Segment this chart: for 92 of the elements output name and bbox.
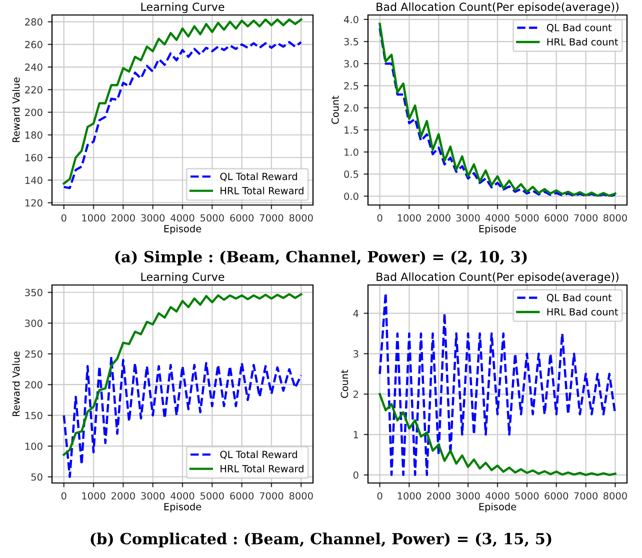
x-tick-label: 2000 xyxy=(112,214,135,222)
x-tick-label: 7000 xyxy=(260,214,284,222)
y-tick-label: 0.5 xyxy=(344,170,358,178)
y-tick-label: 180 xyxy=(25,131,42,139)
x-tick-label: 0 xyxy=(61,492,66,500)
text: (b) Complicated : (Beam, Channel, Power) = (3, 15, 5) xyxy=(90,532,552,548)
y-tick-label: 220 xyxy=(25,86,42,94)
x-tick-label: 6000 xyxy=(230,214,254,222)
legend-label: QL Bad count xyxy=(546,24,612,32)
y-tick-label: 160 xyxy=(25,154,42,162)
x-tick-label: 3000 xyxy=(456,492,480,500)
y-tick-label: 300 xyxy=(25,320,42,327)
y-tick-label: 4.0 xyxy=(344,16,358,24)
legend-label: HRL Total Reward xyxy=(220,186,304,194)
x-axis-title: Episode xyxy=(164,224,202,234)
y-tick-label: 200 xyxy=(25,108,42,116)
y-tick-label: 2.0 xyxy=(344,104,358,112)
y-tick-label: 120 xyxy=(25,199,42,207)
x-tick-label: 0 xyxy=(377,492,382,500)
y-tick-label: 2 xyxy=(354,390,358,398)
line-series xyxy=(62,356,302,478)
x-tick-label: 4000 xyxy=(486,214,510,222)
y-tick-label: 280 xyxy=(25,18,42,26)
legend-label: QL Bad count xyxy=(546,294,612,302)
y-tick-label: 150 xyxy=(25,412,42,420)
text: (a) Simple : (Beam, Channel, Power) = (2, 10, 3) xyxy=(115,250,527,266)
chart-title: Bad Allocation Count(Per episode(average)) xyxy=(376,2,618,14)
y-tick-label: 250 xyxy=(25,350,42,358)
y-tick-label: 3.5 xyxy=(344,38,358,46)
legend-label: HRL Total Reward xyxy=(220,464,304,472)
x-tick-label: 4000 xyxy=(486,492,510,500)
x-tick-label: 1000 xyxy=(82,214,106,222)
x-tick-label: 6000 xyxy=(544,214,568,222)
x-tick-label: 5000 xyxy=(515,214,539,222)
y-tick-label: 4 xyxy=(353,310,358,317)
x-tick-label: 8000 xyxy=(289,214,313,222)
x-tick-label: 3000 xyxy=(456,214,480,222)
x-axis-title: Episode xyxy=(479,502,516,512)
x-tick-label: 8000 xyxy=(289,492,313,500)
x-tick-label: 1000 xyxy=(82,492,106,500)
x-tick-label: 3000 xyxy=(141,214,165,222)
y-tick-label: 50 xyxy=(31,473,42,481)
line-series xyxy=(62,18,302,185)
legend-label: QL Total Reward xyxy=(220,450,297,460)
x-tick-label: 4000 xyxy=(170,492,194,500)
x-axis-title: Episode xyxy=(479,224,516,234)
x-tick-label: 6000 xyxy=(544,492,568,500)
y-tick-label: 1 xyxy=(354,431,358,438)
legend-label: QL Total Reward xyxy=(220,172,297,182)
x-tick-label: 7000 xyxy=(260,492,284,500)
x-tick-label: 5000 xyxy=(200,214,224,222)
line-series xyxy=(378,292,616,476)
chart-title: Learning Curve xyxy=(141,2,224,14)
y-tick-label: 140 xyxy=(25,176,42,184)
y-axis-title: Reward Value xyxy=(12,352,20,416)
x-tick-label: 5000 xyxy=(515,492,539,500)
x-tick-label: 2000 xyxy=(112,492,135,500)
x-tick-label: 8000 xyxy=(604,492,627,500)
x-tick-label: 8000 xyxy=(604,214,627,222)
x-tick-label: 2000 xyxy=(426,214,450,222)
x-tick-label: 0 xyxy=(61,214,66,222)
y-tick-label: 0 xyxy=(353,471,358,479)
x-tick-label: 0 xyxy=(377,214,382,222)
y-axis-title: Count xyxy=(340,370,348,398)
y-tick-label: 0.0 xyxy=(344,192,358,200)
x-tick-label: 7000 xyxy=(574,214,598,222)
chart-title: Learning Curve xyxy=(141,272,224,284)
legend-label: HRL Bad count xyxy=(547,308,618,316)
x-tick-label: 1000 xyxy=(398,214,421,222)
y-tick-label: 240 xyxy=(25,64,42,71)
x-tick-label: 5000 xyxy=(200,492,224,500)
x-tick-label: 3000 xyxy=(141,492,165,500)
y-tick-label: 3 xyxy=(354,350,358,358)
chart-title: Bad Allocation Count(Per episode(average)) xyxy=(376,272,618,284)
y-tick-label: 100 xyxy=(25,442,42,450)
y-tick-label: 260 xyxy=(25,40,42,48)
x-tick-label: 1000 xyxy=(398,492,421,500)
y-tick-label: 1.5 xyxy=(344,126,358,134)
x-tick-label: 7000 xyxy=(574,492,598,500)
x-tick-label: 4000 xyxy=(170,214,194,222)
y-tick-label: 350 xyxy=(25,288,42,296)
y-tick-label: 1.0 xyxy=(344,148,358,156)
y-tick-label: 2.5 xyxy=(344,82,358,90)
legend-label: HRL Bad count xyxy=(547,38,618,46)
y-axis-title: Count xyxy=(331,96,339,124)
x-tick-label: 6000 xyxy=(230,492,254,500)
y-tick-label: 3.0 xyxy=(344,60,358,68)
line-series xyxy=(378,392,616,476)
y-tick-label: 200 xyxy=(25,381,42,388)
x-axis-title: Episode xyxy=(164,502,202,512)
x-tick-label: 2000 xyxy=(426,492,450,500)
y-axis-title: Reward Value xyxy=(12,78,20,142)
